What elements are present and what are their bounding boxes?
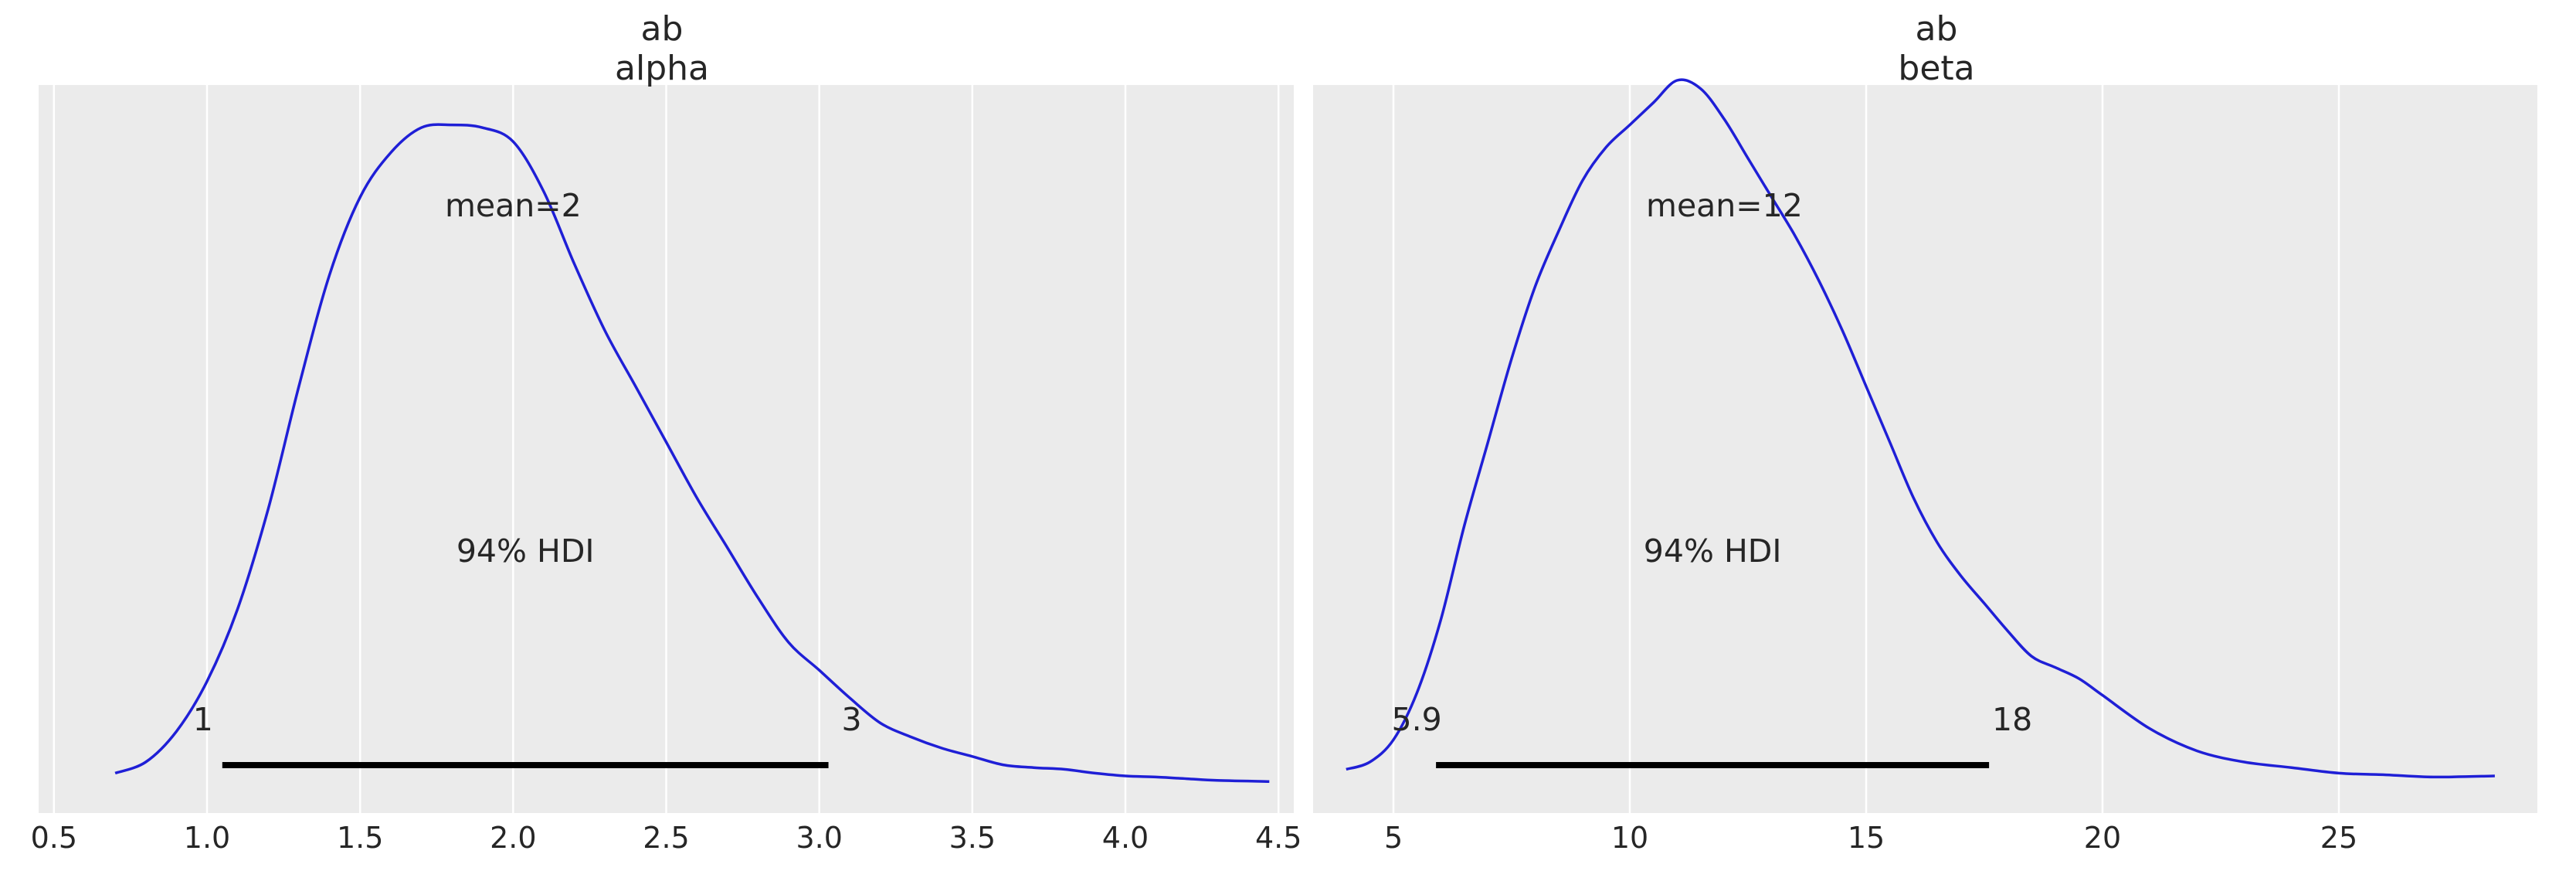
x-tick-label: 2.5 (643, 821, 689, 855)
panel-title: ab (641, 9, 684, 49)
hdi-label: 94% HDI (456, 532, 595, 570)
x-tick-label: 4.0 (1102, 821, 1149, 855)
x-tick-label: 3.0 (796, 821, 842, 855)
x-tick-label: 10 (1611, 821, 1648, 855)
x-tick-label: 1.5 (337, 821, 383, 855)
panel-alpha: ab alpha mean=2 94% HDI 1 3 0.5 1.0 1.5 2.0… (31, 9, 1302, 855)
panel-subtitle: alpha (615, 49, 709, 88)
x-tick-label: 5 (1384, 821, 1403, 855)
hdi-high-label: 18 (1992, 701, 2032, 738)
x-tick-label: 15 (1848, 821, 1885, 855)
x-tick-label: 4.5 (1255, 821, 1302, 855)
panel-title: ab (1916, 9, 1958, 49)
mean-label: mean=12 (1646, 187, 1803, 224)
x-axis-ticks: 5 10 15 20 25 (1384, 821, 2357, 855)
hdi-label: 94% HDI (1644, 532, 1782, 570)
hdi-low-label: 5.9 (1392, 701, 1442, 738)
mean-label: mean=2 (445, 187, 582, 224)
x-tick-label: 0.5 (31, 821, 77, 855)
x-tick-label: 20 (2084, 821, 2121, 855)
x-tick-label: 3.5 (949, 821, 996, 855)
x-tick-label: 25 (2320, 821, 2357, 855)
grid-lines (53, 85, 1280, 813)
x-axis-ticks: 0.5 1.0 1.5 2.0 2.5 3.0 3.5 4.0 4.5 (31, 821, 1302, 855)
grid-lines (1392, 85, 2340, 813)
x-tick-label: 1.0 (184, 821, 230, 855)
x-tick-label: 2.0 (490, 821, 536, 855)
density-curve-group (114, 123, 1270, 783)
panel-beta: ab beta mean=12 94% HDI 5.9 18 5 10 15 20 25 (1313, 9, 2537, 855)
hdi-high-label: 3 (842, 701, 862, 738)
density-curve (1346, 78, 2495, 779)
hdi-low-label: 1 (193, 701, 213, 738)
plot-background (1313, 85, 2537, 813)
density-curve-group (1346, 78, 2495, 779)
panel-subtitle: beta (1898, 49, 1974, 88)
density-curve (114, 123, 1270, 783)
